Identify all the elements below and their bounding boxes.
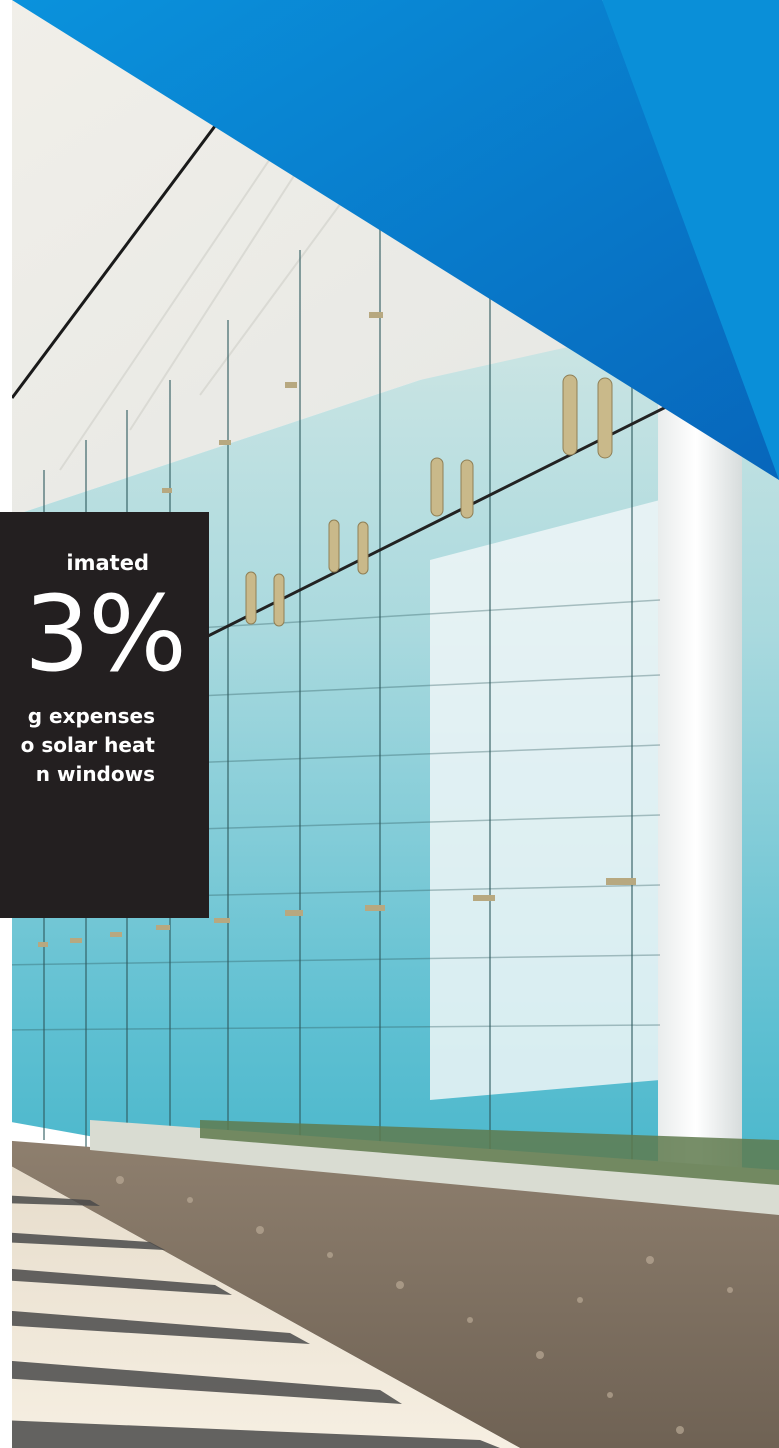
- stat-description-line: o solar heat: [20, 733, 155, 757]
- stat-card-content: imated 3% g expenses o solar heat n wind…: [0, 512, 187, 789]
- stat-description-line: g expenses: [27, 704, 155, 728]
- stat-value: 3%: [24, 573, 187, 695]
- stat-description-line: n windows: [35, 762, 155, 786]
- stat-eyebrow: imated: [66, 551, 149, 575]
- side-label: ontrol: [672, 0, 712, 90]
- stat-description: g expenses o solar heat n windows: [0, 702, 155, 789]
- stat-card: imated 3% g expenses o solar heat n wind…: [0, 512, 209, 918]
